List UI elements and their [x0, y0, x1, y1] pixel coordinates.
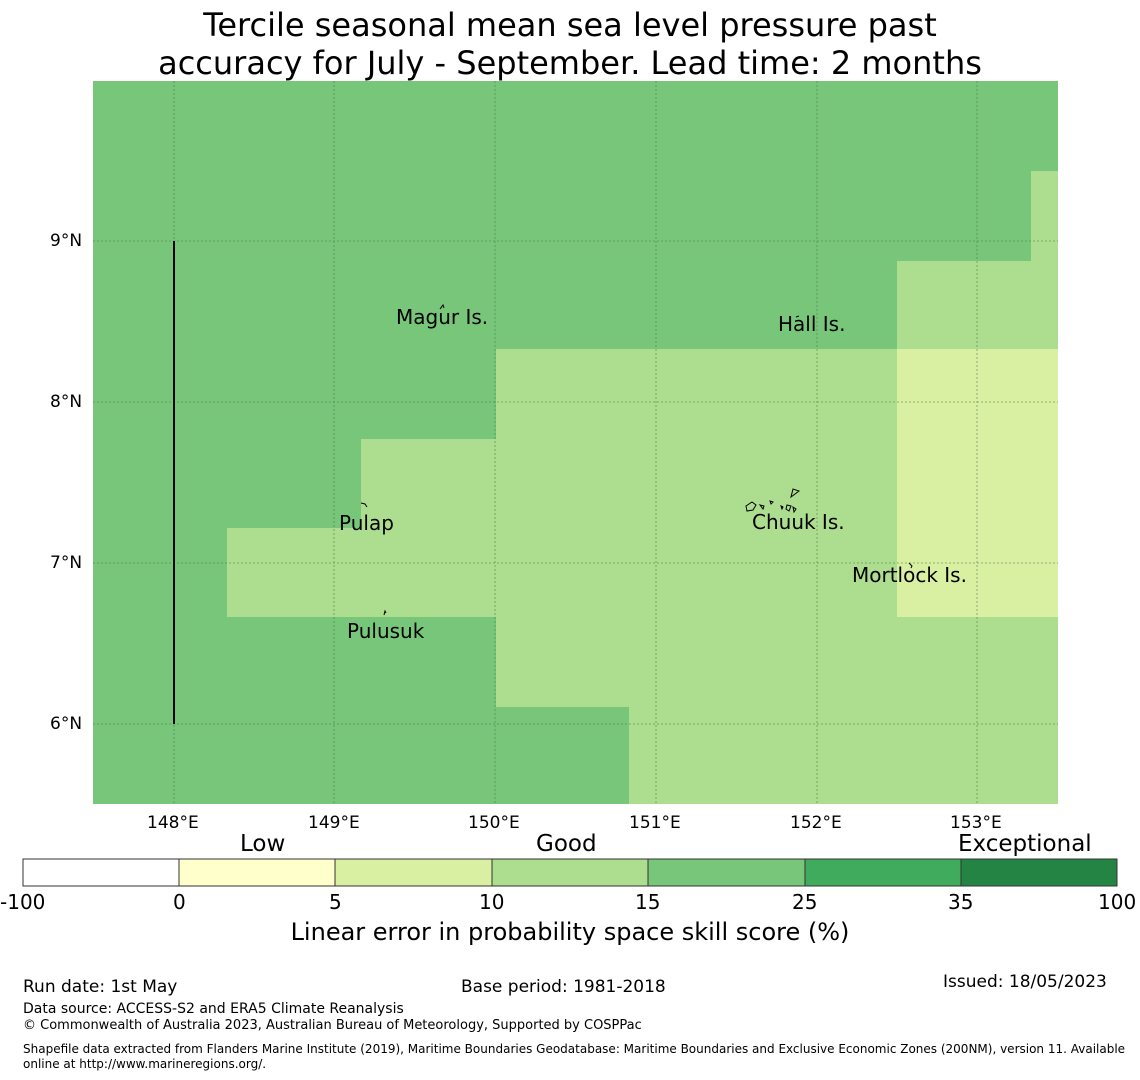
pulap-island-outline	[360, 502, 368, 508]
lon-label-151e: 151°E	[629, 813, 681, 833]
region-band-10-15-west	[227, 528, 361, 617]
run-date: Run date: 1st May	[23, 977, 178, 997]
lon-label-148e: 148°E	[147, 813, 199, 833]
lat-label-8n: 8°N	[50, 392, 83, 412]
data-source: Data source: ACCESS-S2 and ERA5 Climate …	[23, 1001, 404, 1017]
pulusuk-island-outline	[383, 609, 387, 616]
lon-label-150e: 150°E	[468, 813, 520, 833]
lat-label-7n: 7°N	[50, 553, 83, 573]
region-band-10-15-edge	[1031, 171, 1058, 261]
colorbar-tick-5: 5	[329, 890, 342, 914]
colorbar-tick-minus100: -100	[0, 890, 46, 914]
map-title: Tercile seasonal mean sea level pressure…	[0, 6, 1140, 82]
colorbar-segment-4	[491, 858, 649, 887]
category-label-low: Low	[240, 831, 286, 857]
issued-date: Issued: 18/05/2023	[943, 972, 1107, 992]
lon-label-152e: 152°E	[790, 813, 842, 833]
colorbar-tick-15: 15	[635, 890, 661, 914]
place-label-pulap: Pulap	[339, 511, 394, 535]
chuuk-lagoon-outline	[745, 488, 801, 514]
copyright-notice: © Commonwealth of Australia 2023, Austra…	[23, 1018, 642, 1033]
category-label-exceptional: Exceptional	[958, 831, 1092, 857]
colorbar-segment-1	[22, 858, 180, 887]
place-label-hall: Hall Is.	[778, 312, 846, 336]
colorbar-tick-0: 0	[173, 890, 186, 914]
colorbar-tick-35: 35	[948, 890, 974, 914]
colorbar-tick-100: 100	[1098, 890, 1137, 914]
region-band-15-25-southwest	[496, 707, 629, 804]
colorbar-tick-10: 10	[479, 890, 505, 914]
lon-label-149e: 149°E	[308, 813, 360, 833]
region-band-10-15-pulap	[361, 439, 496, 617]
lat-label-6n: 6°N	[50, 714, 83, 734]
colorbar-title: Linear error in probability space skill …	[290, 918, 850, 946]
island-outlines	[360, 303, 913, 616]
colorbar-segment-5	[647, 858, 806, 887]
base-period: Base period: 1981-2018	[461, 977, 666, 997]
category-label-good: Good	[536, 831, 597, 857]
colorbar-segment-6	[804, 858, 962, 887]
skill-field	[93, 81, 1058, 804]
magur-island-outline	[439, 303, 445, 310]
place-label-magur: Magur Is.	[396, 305, 489, 329]
place-label-chuuk: Chuuk Is.	[752, 510, 845, 534]
colorbar-segment-7	[960, 858, 1118, 887]
region-band-5-10-east	[897, 349, 1058, 617]
colorbar-segment-3	[334, 858, 493, 887]
colorbar-tick-25: 25	[792, 890, 818, 914]
shapefile-credit: Shapefile data extracted from Flanders M…	[23, 1042, 1126, 1071]
hall-island-outline	[795, 315, 800, 318]
colorbar	[22, 858, 1118, 887]
place-label-mortlock: Mortlock Is.	[852, 563, 967, 587]
lat-label-9n: 9°N	[50, 231, 83, 251]
colorbar-segment-2	[178, 858, 336, 887]
mortlock-island-outline	[908, 562, 913, 569]
lon-label-153e: 153°E	[950, 813, 1002, 833]
title-line-2: accuracy for July - September. Lead time…	[158, 44, 982, 82]
place-label-pulusuk: Pulusuk	[347, 619, 425, 643]
title-line-1: Tercile seasonal mean sea level pressure…	[203, 6, 937, 44]
